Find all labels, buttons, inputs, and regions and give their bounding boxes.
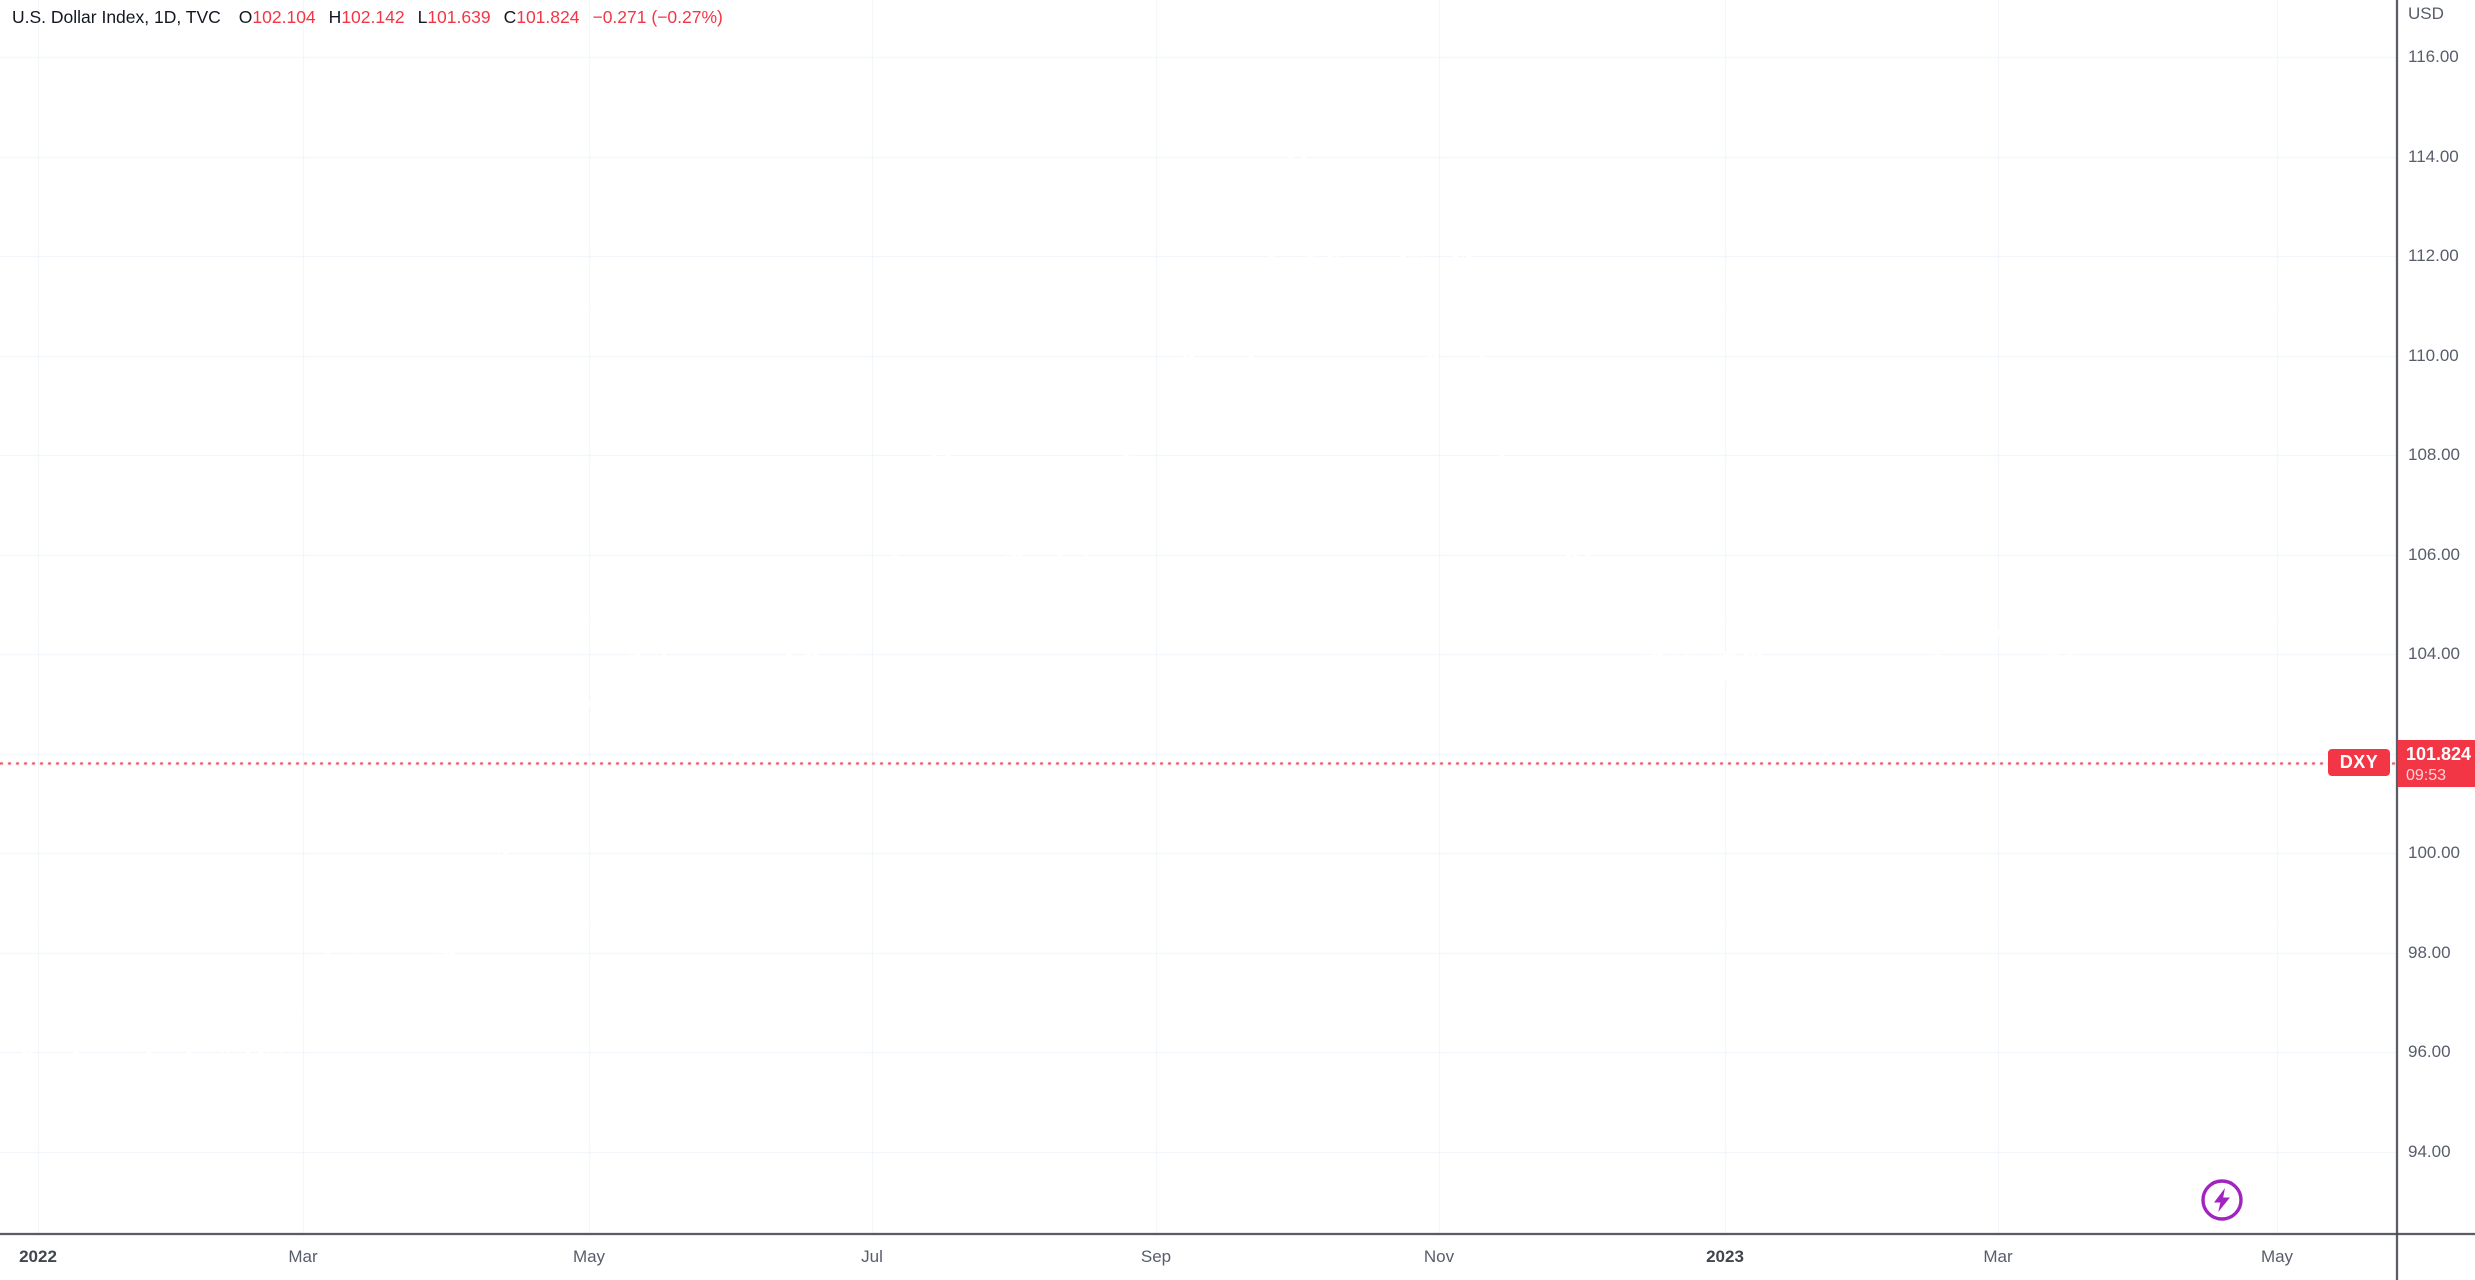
lightning-bolt-icon[interactable] [2199,1177,2245,1223]
price-axis-tick: 100.00 [2408,843,2460,863]
price-axis-tick: 114.00 [2408,146,2459,166]
ohlc-item: H102.142 [329,7,405,27]
ohlc-value: 102.104 [252,6,316,27]
ohlc-label: C [503,6,517,27]
price-axis-tick: 94.00 [2408,1141,2451,1161]
bar-close-countdown: 09:53 [2406,766,2447,784]
symbol-title[interactable]: U.S. Dollar Index, 1D, TVC [12,6,221,27]
price-axis-tick: 104.00 [2408,644,2460,664]
time-axis-tick: Sep [1140,1247,1172,1266]
ohlc-item: L101.639 [418,7,491,27]
ohlc-item: O102.104 [239,7,316,27]
time-axis-tick: Jul [861,1247,883,1266]
price-axis-unit-label: USD [2408,4,2444,23]
ohlc-label: L [417,6,428,27]
time-axis-tick: 2023 [1706,1247,1744,1266]
ohlc-label: O [238,6,253,27]
price-axis-tick: 106.00 [2408,544,2460,564]
time-axis-tick: Mar [1983,1247,2013,1266]
price-axis-tick: 98.00 [2408,942,2451,962]
price-axis-tick: 96.00 [2408,1042,2451,1062]
ohlc-values: O102.104 H102.142 L101.639 C101.824 [239,7,593,28]
change-value: −0.271 (−0.27%) [592,6,723,27]
price-axis-tick: 116.00 [2408,47,2459,66]
price-axis-tick: 110.00 [2408,345,2459,365]
chart-legend: U.S. Dollar Index, 1D, TVC O102.104 H102.… [12,4,723,30]
ohlc-value: 101.639 [427,6,491,27]
ohlc-value: 101.824 [516,6,580,27]
price-axis-tick: 108.00 [2408,445,2460,465]
price-axis-tick: 112.00 [2408,246,2459,266]
ohlc-item: C101.824 [504,7,580,27]
last-price-badge: 101.824 09:53 [2398,740,2475,787]
ohlc-value: 102.142 [341,6,405,27]
time-axis-tick: 2022 [19,1247,57,1266]
time-axis-tick: Mar [288,1247,318,1266]
time-axis-tick: May [572,1247,606,1266]
ohlc-label: H [328,6,342,27]
time-axis-tick: Nov [1423,1247,1455,1266]
last-price-value: 101.824 [2406,743,2472,764]
price-line-symbol-badge: DXY [2328,749,2390,776]
time-axis-tick: May [2260,1247,2294,1266]
